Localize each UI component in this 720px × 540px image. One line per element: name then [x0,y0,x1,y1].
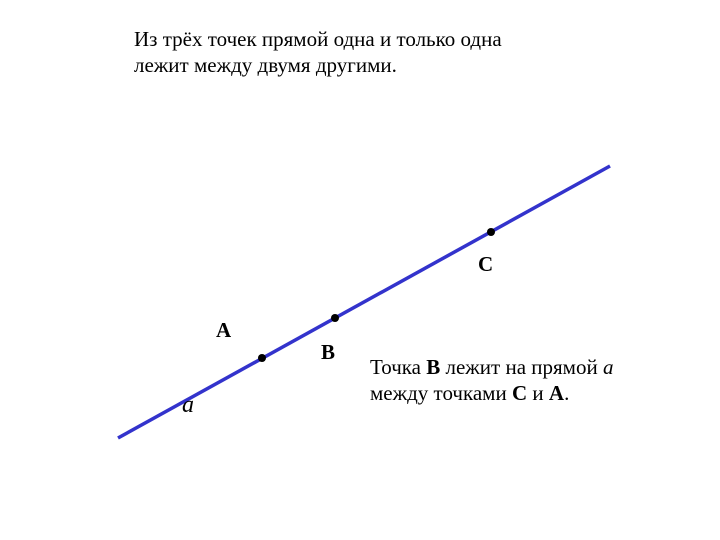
caption-l1-mid: лежит на прямой [440,355,603,379]
caption-l2-b2: A [549,381,564,405]
label-point-a: A [216,318,231,343]
caption-l2-mid: и [527,381,549,405]
geometry-diagram [0,0,720,540]
point-b [331,314,339,322]
caption-l2-suffix: . [564,381,569,405]
caption-text: Точка B лежит на прямой a между точками … [370,354,613,406]
caption-l1-prefix: Точка [370,355,426,379]
caption-line-2: между точками C и A. [370,380,613,406]
label-line-a: a [182,392,194,419]
caption-l2-b1: C [512,381,527,405]
point-a [258,354,266,362]
caption-l2-prefix: между точками [370,381,512,405]
label-point-b: B [321,340,335,365]
caption-l1-italic: a [603,355,614,379]
caption-l1-b1: B [426,355,440,379]
caption-line-1: Точка B лежит на прямой a [370,354,613,380]
point-c [487,228,495,236]
label-point-c: C [478,252,493,277]
